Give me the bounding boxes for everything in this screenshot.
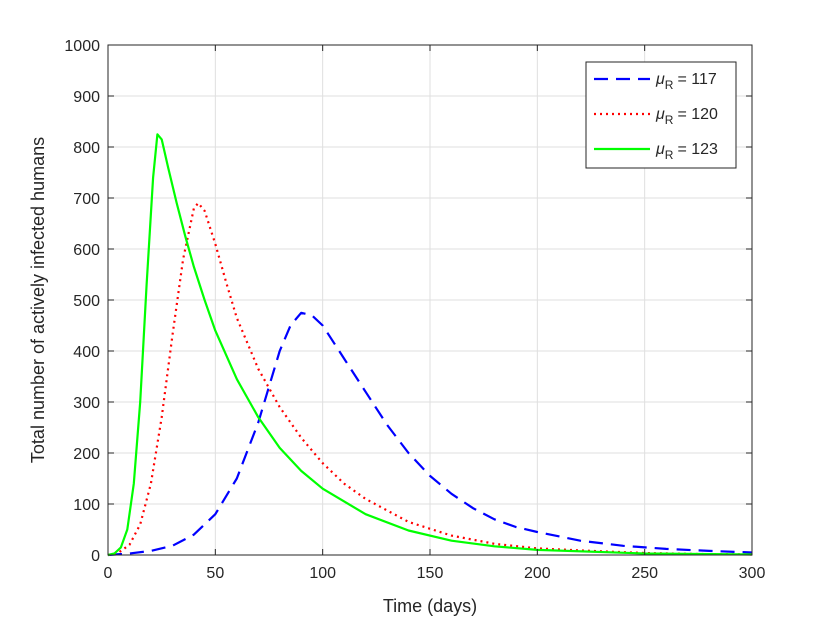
y-tick-label: 0 — [91, 548, 100, 565]
series-layer — [107, 133, 753, 557]
y-tick-label: 600 — [73, 242, 100, 259]
x-tick-label: 300 — [739, 565, 766, 582]
legend-subscript: R — [665, 113, 674, 127]
y-axis: 0 100 200 300 400 500 600 700 800 900 1000 — [64, 38, 752, 565]
legend-subscript: R — [665, 78, 674, 92]
y-tick-label: 500 — [73, 293, 100, 310]
y-tick-label: 1000 — [64, 38, 100, 55]
legend-mu-symbol: μ — [655, 71, 665, 88]
x-axis-label: Time (days) — [383, 596, 477, 616]
x-tick-label: 100 — [309, 565, 336, 582]
legend-mu-symbol: μ — [655, 106, 665, 123]
legend-subscript: R — [665, 148, 674, 162]
y-tick-label: 200 — [73, 446, 100, 463]
y-tick-label: 800 — [73, 140, 100, 157]
legend-label-2: μR = 120 — [655, 106, 718, 127]
legend-value: = 123 — [677, 141, 718, 158]
x-tick-label: 250 — [631, 565, 658, 582]
series-line-3 — [107, 133, 753, 557]
legend-value: = 120 — [677, 106, 718, 123]
x-tick-label: 50 — [206, 565, 224, 582]
y-tick-label: 100 — [73, 497, 100, 514]
y-tick-label: 300 — [73, 395, 100, 412]
legend-value: = 117 — [677, 71, 716, 88]
legend-label-3: μR = 123 — [655, 141, 718, 162]
legend-box — [585, 61, 737, 169]
y-tick-label: 900 — [73, 89, 100, 106]
x-axis: 0 50 100 150 200 250 300 — [104, 45, 766, 582]
x-tick-label: 0 — [104, 565, 113, 582]
x-tick-label: 150 — [417, 565, 444, 582]
y-axis-label: Total number of actively infected humans — [28, 137, 48, 463]
x-tick-label: 200 — [524, 565, 551, 582]
y-tick-label: 700 — [73, 191, 100, 208]
series-line-1 — [107, 311, 753, 557]
legend-mu-symbol: μ — [655, 141, 665, 158]
y-tick-label: 400 — [73, 344, 100, 361]
legend-label-1: μR = 117 — [655, 71, 717, 92]
